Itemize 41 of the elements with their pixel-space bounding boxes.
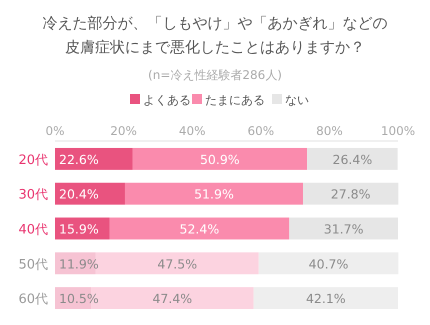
- data-label: 22.6%: [59, 152, 99, 167]
- data-label: 40.7%: [308, 256, 349, 272]
- data-label: 50.9%: [200, 152, 240, 167]
- y-tick-label: 20代: [18, 152, 48, 168]
- x-tick-label: 60%: [247, 124, 274, 138]
- data-label: 47.5%: [157, 256, 198, 272]
- data-label: 31.7%: [324, 222, 364, 236]
- y-tick-label: 50代: [18, 257, 48, 272]
- data-label: 47.4%: [152, 291, 192, 306]
- legend-label: ない: [285, 93, 309, 107]
- data-label: 10.5%: [59, 291, 99, 306]
- bar: [55, 182, 125, 205]
- y-tick-label: 60代: [18, 292, 48, 308]
- x-tick-label: 0%: [45, 124, 65, 138]
- bar: [258, 252, 398, 274]
- data-label: 27.8%: [330, 186, 371, 202]
- bar: [307, 148, 398, 170]
- bar: [254, 287, 398, 310]
- legend-label: たまにある: [205, 93, 265, 107]
- bar: [132, 148, 308, 170]
- bar: [289, 218, 398, 240]
- x-tick-label: 80%: [316, 124, 343, 138]
- data-label: 15.9%: [59, 222, 99, 236]
- x-tick-label: 40%: [178, 124, 206, 138]
- chart-title: 冷えた部分が、「しもやけ」や「あかぎれ」などの皮膚症状にまで悪化したことはありますか？: [42, 14, 388, 56]
- data-label: 51.9%: [194, 186, 234, 202]
- data-label: 42.1%: [306, 291, 346, 306]
- x-tick-label: 20%: [110, 124, 137, 138]
- y-tick-label: 40代: [18, 222, 48, 238]
- y-tick-label: 30代: [18, 188, 48, 203]
- data-label: 11.9%: [59, 256, 99, 272]
- bar: [124, 182, 303, 205]
- bar: [110, 218, 290, 240]
- legend-label: よくある: [143, 93, 191, 107]
- x-tick-label: 100%: [380, 124, 416, 138]
- bar: [55, 148, 133, 170]
- data-label: 52.4%: [180, 222, 220, 236]
- bar: [302, 182, 398, 205]
- data-label: 20.4%: [59, 186, 99, 202]
- data-label: 26.4%: [332, 152, 372, 167]
- chart-subtitle: (n=冷え性経験者286人): [148, 68, 282, 82]
